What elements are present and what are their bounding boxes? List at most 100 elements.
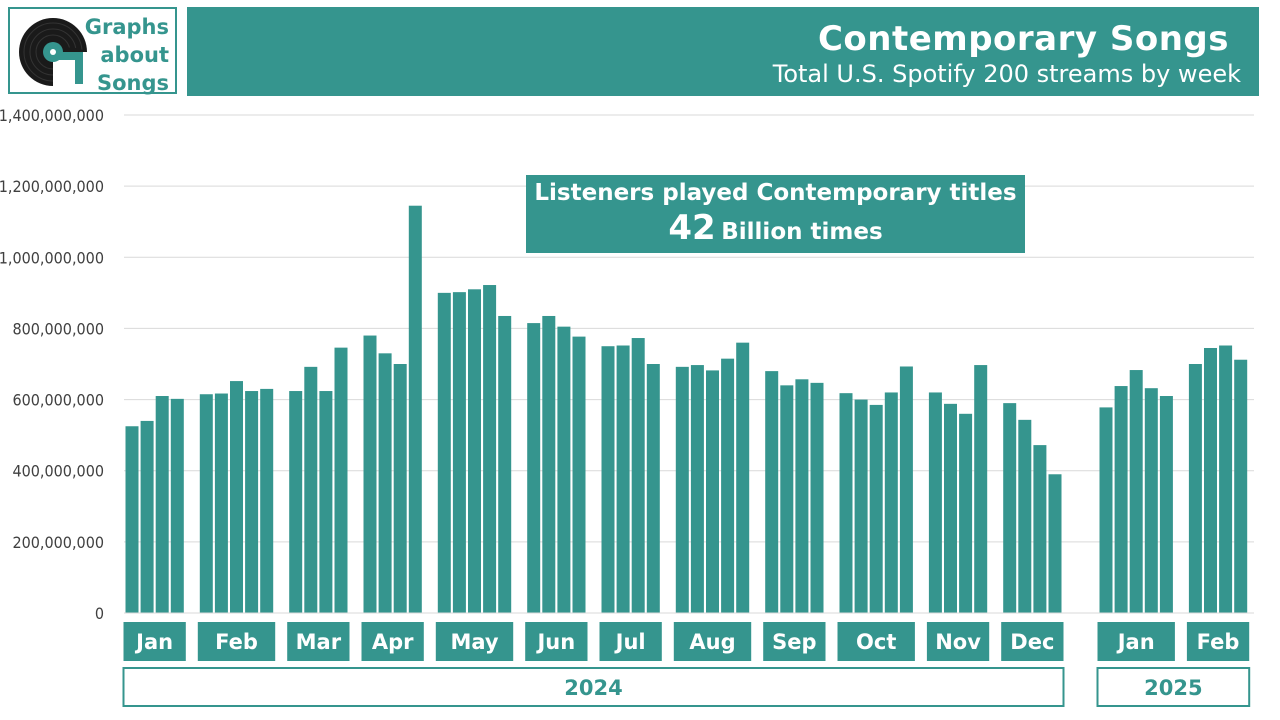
year-label-box <box>122 667 1065 707</box>
bar <box>706 370 719 613</box>
bar <box>1219 345 1233 613</box>
bar <box>1003 403 1017 613</box>
bar <box>245 391 259 613</box>
bar <box>869 404 883 613</box>
vinyl-record-icon <box>19 18 91 90</box>
month-label-box <box>361 622 424 661</box>
month-label: Jan <box>134 630 173 654</box>
month-label: Sep <box>772 630 816 654</box>
bar <box>974 365 988 613</box>
year-label-box <box>1096 667 1251 707</box>
y-tick-label: 0 <box>95 604 104 623</box>
bar <box>1204 347 1217 613</box>
bar <box>452 292 466 613</box>
bar <box>616 345 630 613</box>
bar <box>928 392 942 613</box>
bar <box>944 403 957 613</box>
callout-box: Listeners played Contemporary titles 42 … <box>526 175 1025 253</box>
bar <box>884 392 898 613</box>
month-label: Feb <box>1197 630 1240 654</box>
bar <box>675 366 689 613</box>
y-tick-label: 200,000,000 <box>12 533 104 552</box>
month-label-box <box>599 622 662 661</box>
logo-line3: Songs <box>96 71 169 95</box>
month-label-box <box>926 622 990 661</box>
y-tick-label: 600,000,000 <box>12 391 104 410</box>
month-label: Jul <box>614 630 646 654</box>
bar <box>810 382 824 613</box>
month-label-box <box>763 622 826 661</box>
bar <box>1234 359 1248 613</box>
month-label-box <box>1186 622 1250 661</box>
bar <box>230 381 243 613</box>
y-tick-label: 1,200,000,000 <box>0 177 104 196</box>
bar <box>1048 474 1062 613</box>
month-label: Aug <box>689 630 735 654</box>
bar <box>736 342 750 613</box>
bar <box>483 285 497 613</box>
y-tick-label: 1,000,000,000 <box>0 248 104 267</box>
bar <box>140 420 154 613</box>
y-tick-label: 800,000,000 <box>12 319 104 338</box>
bar <box>601 346 615 613</box>
bar <box>437 292 451 613</box>
bar <box>721 358 735 613</box>
logo: Graphs about Songs <box>8 7 177 97</box>
year-label: 2025 <box>1144 676 1202 700</box>
page-title: Contemporary Songs <box>817 19 1229 59</box>
month-label: Mar <box>296 630 342 654</box>
bar <box>319 391 333 613</box>
bar <box>1033 445 1047 613</box>
bar <box>393 364 407 613</box>
bar <box>1114 386 1128 613</box>
callout-big-number: 42 <box>668 208 716 248</box>
page-subtitle: Total U.S. Spotify 200 streams by week <box>772 60 1241 88</box>
month-label: Jan <box>1116 630 1155 654</box>
month-label-box <box>837 622 915 661</box>
bar <box>363 335 377 613</box>
month-label-box <box>123 622 186 661</box>
bar <box>542 315 556 613</box>
bar <box>646 364 660 613</box>
bar <box>155 396 169 613</box>
y-tick-label: 1,400,000,000 <box>0 106 104 125</box>
bar <box>839 393 853 613</box>
month-label: Dec <box>1010 630 1054 654</box>
month-label: May <box>450 630 498 654</box>
bar <box>408 205 422 613</box>
bar <box>1099 407 1113 613</box>
bar <box>690 365 704 613</box>
bar <box>199 394 213 613</box>
month-label-box <box>197 622 276 661</box>
bar <box>1018 419 1032 613</box>
bar <box>631 338 645 613</box>
month-label-box <box>287 622 350 661</box>
bar <box>1159 396 1173 613</box>
bar <box>289 391 303 613</box>
logo-line1: Graphs <box>84 15 169 39</box>
month-label: Nov <box>935 630 981 654</box>
header-banner: Contemporary Songs Total U.S. Spotify 20… <box>187 7 1259 96</box>
month-label-box <box>1001 622 1064 661</box>
bar <box>1129 370 1143 613</box>
bar <box>260 388 274 613</box>
bar <box>378 353 392 613</box>
bar <box>527 323 541 613</box>
month-label: Jun <box>535 630 575 654</box>
y-tick-label: 400,000,000 <box>12 462 104 481</box>
bar <box>214 393 228 613</box>
month-label-box <box>1097 622 1175 661</box>
callout-line2-rest: Billion times <box>721 219 883 245</box>
callout-line2: 42 Billion times <box>526 208 1025 248</box>
month-label: Oct <box>856 630 896 654</box>
bar <box>765 371 779 613</box>
bar <box>304 366 318 613</box>
callout-line1: Listeners played Contemporary titles <box>534 180 1017 206</box>
bar <box>854 399 868 613</box>
bar <box>780 385 794 613</box>
bar <box>795 379 809 613</box>
logo-text: Graphs about Songs <box>85 13 169 97</box>
month-label: Apr <box>372 630 414 654</box>
logo-line2: about <box>100 43 169 67</box>
